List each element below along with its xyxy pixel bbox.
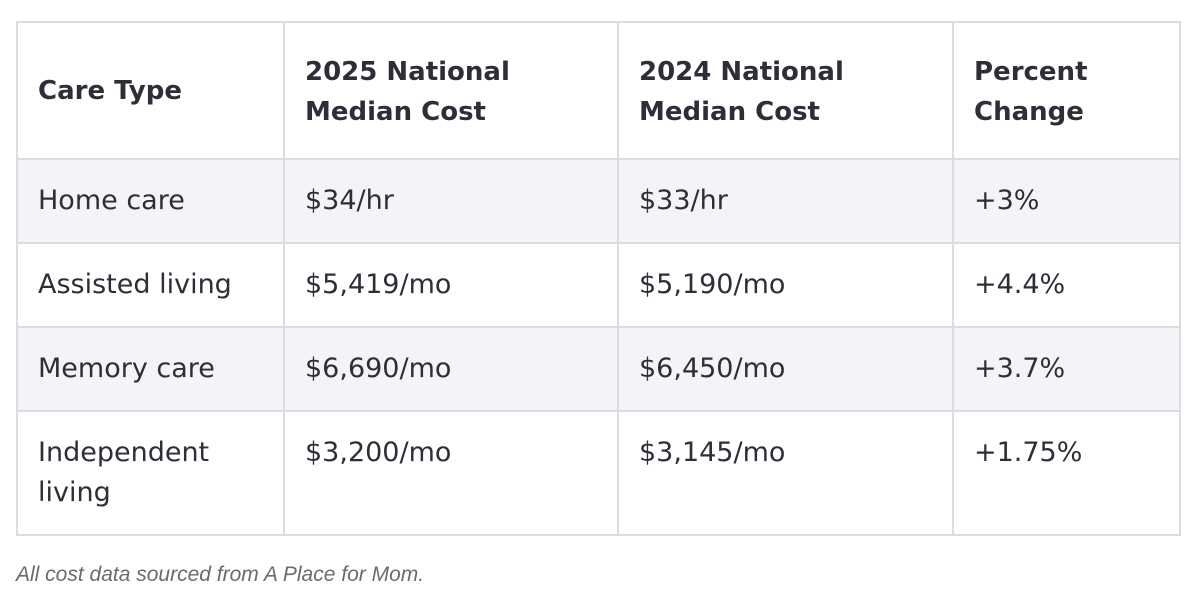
- header-percent-change: Percent Change: [952, 21, 1181, 160]
- cell-care-type: Assisted living: [16, 242, 285, 328]
- cell-percent-change: +1.75%: [952, 410, 1181, 536]
- cell-percent-change: +3%: [952, 158, 1181, 244]
- cell-care-type: Home care: [16, 158, 285, 244]
- cell-care-type: Memory care: [16, 326, 285, 412]
- cell-2024-cost: $3,145/mo: [617, 410, 954, 536]
- header-care-type: Care Type: [16, 21, 285, 160]
- header-2025-median-cost: 2025 National Median Cost: [283, 21, 619, 160]
- cell-2025-cost: $34/hr: [283, 158, 619, 244]
- table-row: Home care $34/hr $33/hr +3%: [16, 158, 1181, 244]
- source-caption: All cost data sourced from A Place for M…: [16, 563, 425, 586]
- table-row: Memory care $6,690/mo $6,450/mo +3.7%: [16, 326, 1181, 412]
- care-cost-table: Care Type 2025 National Median Cost 2024…: [16, 21, 1181, 536]
- table-row: Independent living $3,200/mo $3,145/mo +…: [16, 410, 1181, 536]
- header-2024-median-cost: 2024 National Median Cost: [617, 21, 954, 160]
- table-row: Assisted living $5,419/mo $5,190/mo +4.4…: [16, 242, 1181, 328]
- cell-percent-change: +3.7%: [952, 326, 1181, 412]
- cell-2024-cost: $5,190/mo: [617, 242, 954, 328]
- cell-2025-cost: $3,200/mo: [283, 410, 619, 536]
- cell-2025-cost: $6,690/mo: [283, 326, 619, 412]
- cell-2024-cost: $33/hr: [617, 158, 954, 244]
- cell-percent-change: +4.4%: [952, 242, 1181, 328]
- cell-care-type: Independent living: [16, 410, 285, 536]
- cell-2024-cost: $6,450/mo: [617, 326, 954, 412]
- cell-2025-cost: $5,419/mo: [283, 242, 619, 328]
- table-header-row: Care Type 2025 National Median Cost 2024…: [16, 21, 1181, 160]
